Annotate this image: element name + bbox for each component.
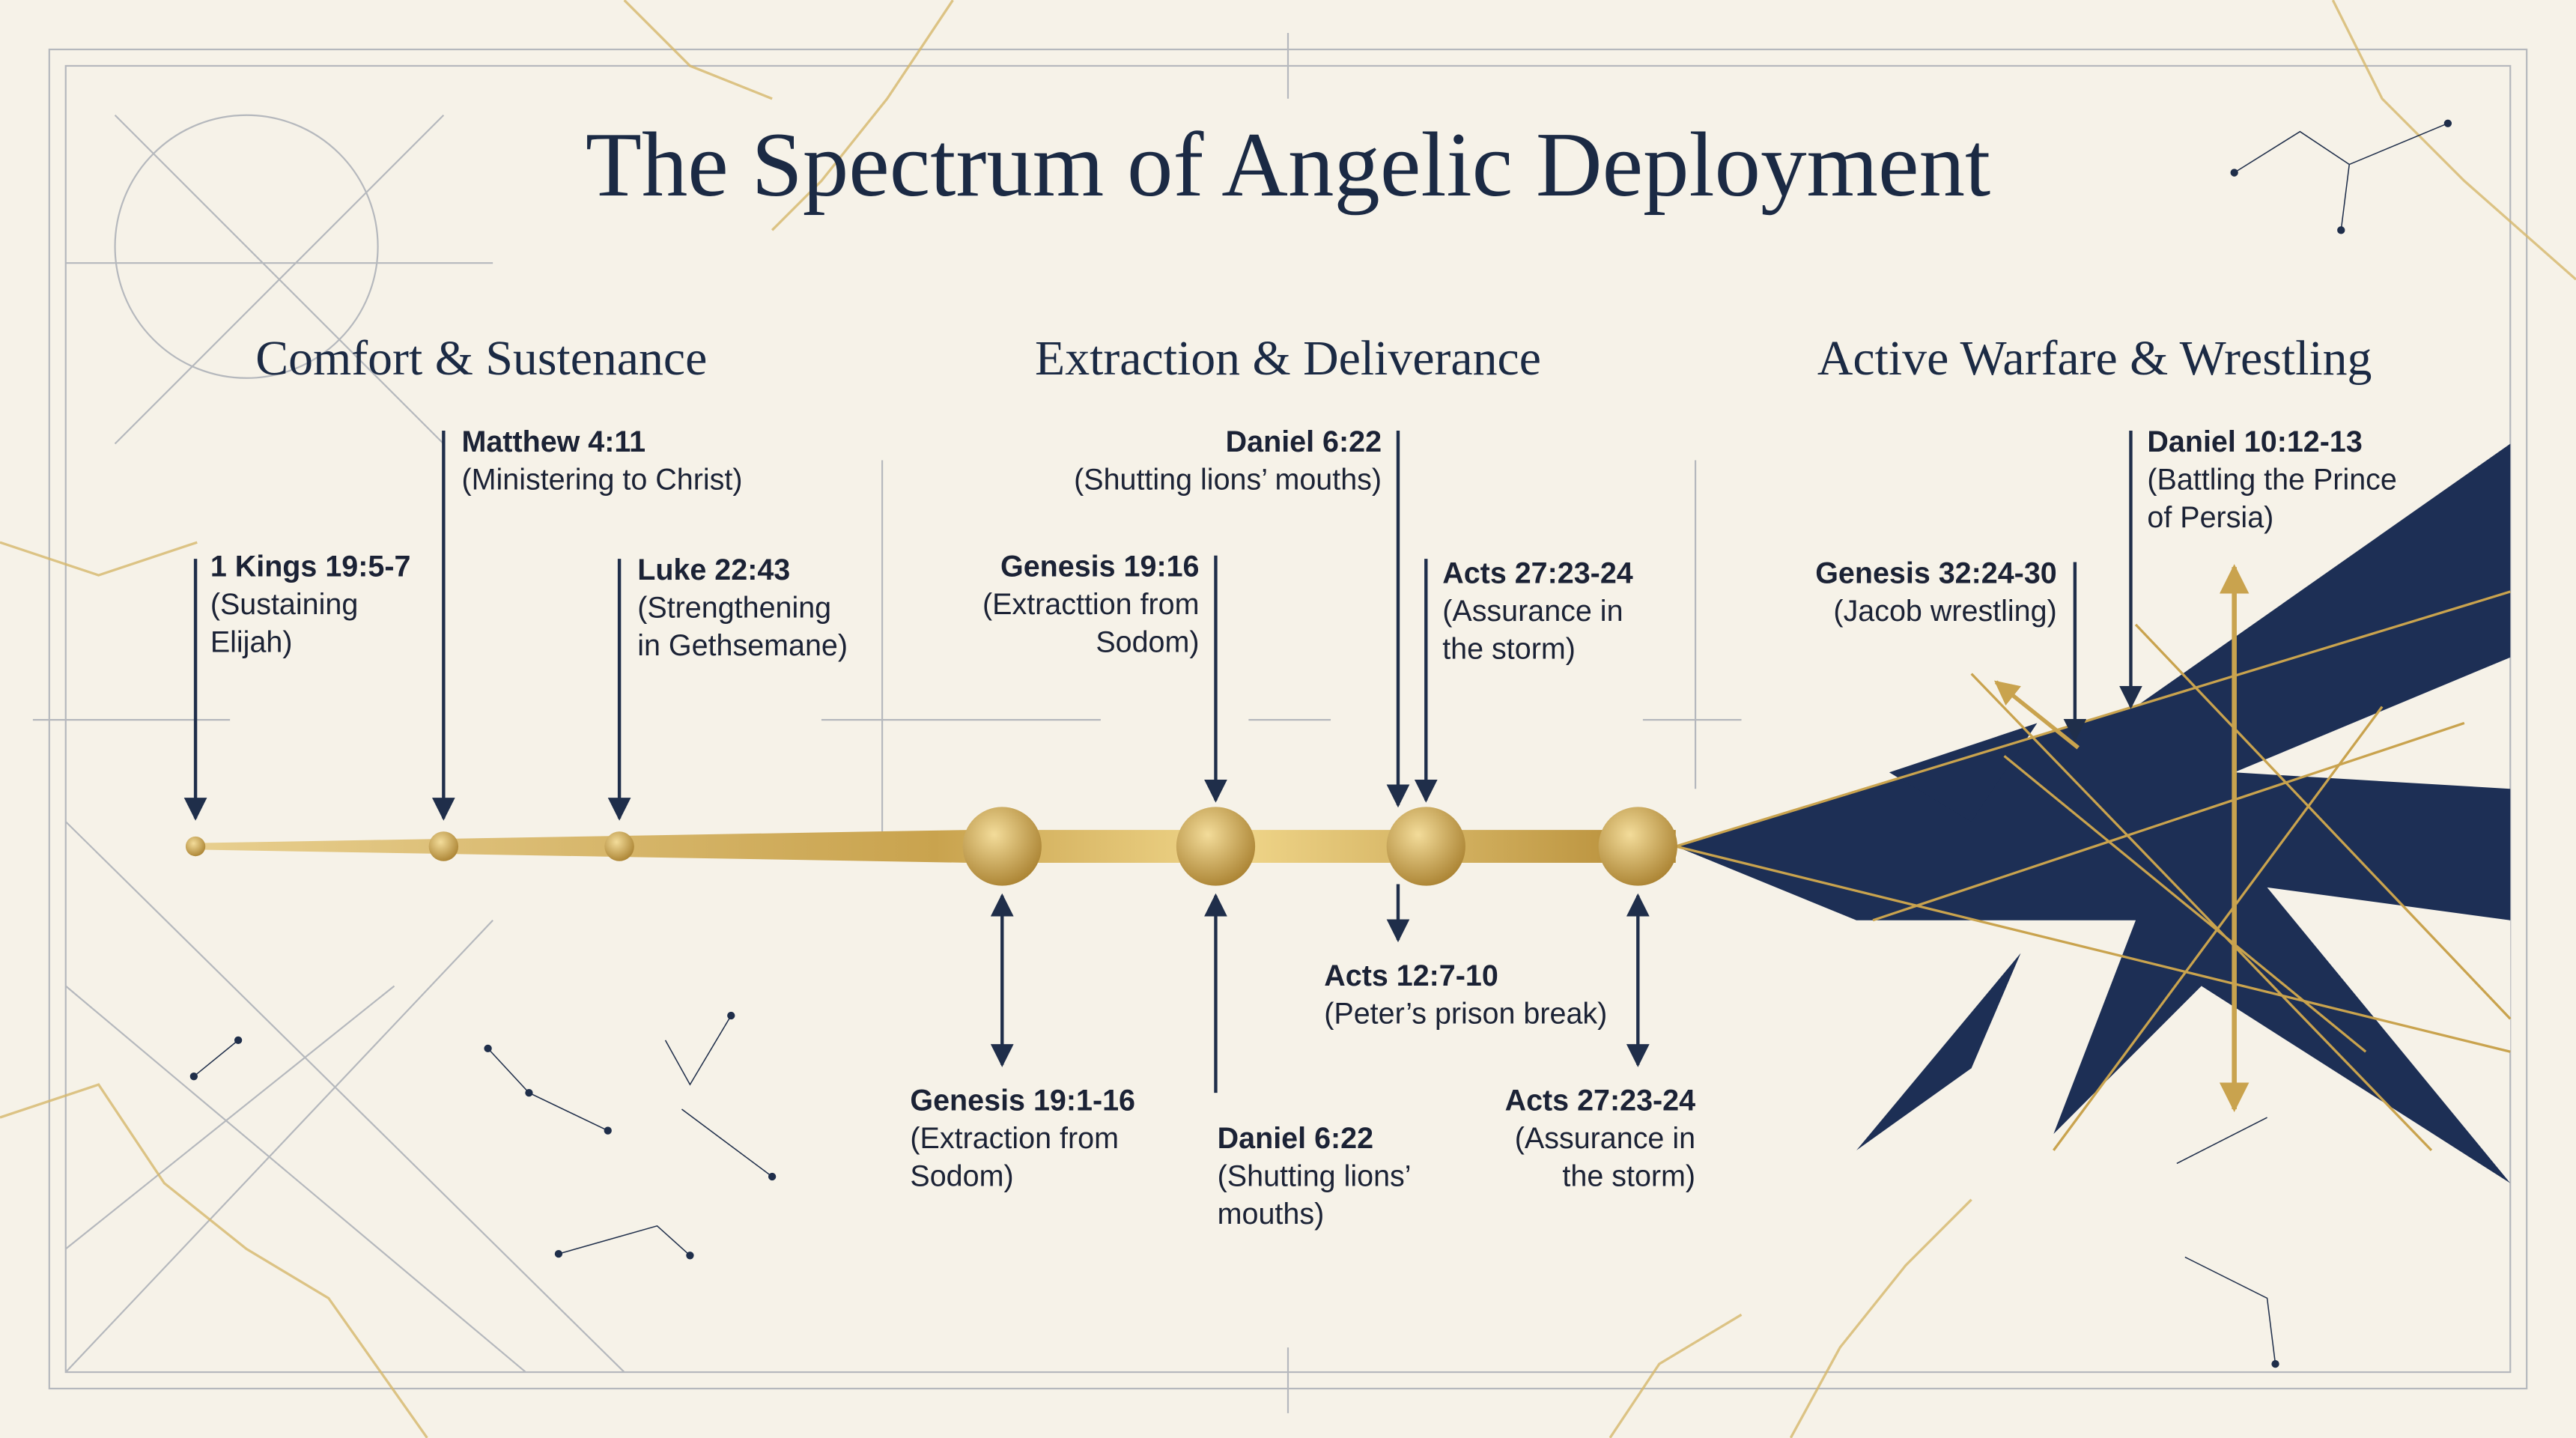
scripture-ref: Genesis 19:16 xyxy=(1000,550,1200,583)
section-heading: Comfort & Sustenance xyxy=(255,331,707,386)
scripture-note: (Extracttion from xyxy=(982,588,1200,621)
section-heading: Extraction & Deliverance xyxy=(1035,331,1541,386)
scripture-note: Sodom) xyxy=(910,1160,1013,1193)
scripture-ref: 1 Kings 19:5-7 xyxy=(210,550,411,583)
scripture-ref: Genesis 32:24-30 xyxy=(1815,556,2057,589)
scripture-note: Elijah) xyxy=(210,626,293,659)
scripture-ref: Acts 27:23-24 xyxy=(1505,1084,1696,1117)
scripture-ref: Daniel 10:12-13 xyxy=(2147,425,2362,458)
scripture-note: (Jacob wrestling) xyxy=(1833,595,2056,628)
scripture-note: (Peter’s prison break) xyxy=(1324,997,1607,1030)
constellations xyxy=(189,119,2452,1368)
scripture-ref: Daniel 6:22 xyxy=(1226,425,1382,458)
scripture-ref: Acts 12:7-10 xyxy=(1324,959,1498,992)
scripture-note: the storm) xyxy=(1442,632,1576,665)
frame xyxy=(32,33,2528,1413)
scripture-ref: Acts 27:23-24 xyxy=(1442,556,1633,589)
timeline xyxy=(185,807,1677,886)
scripture-note: (Shutting lions’ xyxy=(1218,1160,1412,1193)
scripture-ref: Genesis 19:1-16 xyxy=(910,1084,1135,1117)
scripture-ref: Daniel 6:22 xyxy=(1218,1122,1373,1155)
scripture-note: (Battling the Prince xyxy=(2147,463,2396,496)
title: The Spectrum of Angelic Deployment xyxy=(586,114,1990,216)
arrows xyxy=(183,430,2142,1093)
scripture-note: Sodom) xyxy=(1096,626,1199,659)
scripture-note: mouths) xyxy=(1218,1198,1325,1231)
section-heading: Active Warfare & Wrestling xyxy=(1817,331,2372,386)
scripture-note: (Assurance in xyxy=(1442,595,1623,628)
scripture-note: (Strengthening xyxy=(637,592,831,625)
scripture-note: the storm) xyxy=(1562,1160,1695,1193)
scripture-note: of Persia) xyxy=(2147,501,2273,534)
warfare-shards xyxy=(1675,443,2512,1183)
scripture-ref: Matthew 4:11 xyxy=(461,425,645,458)
scripture-note: (Ministering to Christ) xyxy=(461,463,742,496)
scripture-ref: Luke 22:43 xyxy=(637,553,790,586)
scripture-note: (Shutting lions’ mouths) xyxy=(1074,463,1382,496)
scripture-note: (Sustaining xyxy=(210,588,358,621)
scripture-note: (Assurance in xyxy=(1515,1122,1695,1155)
scripture-note: (Extraction from xyxy=(910,1122,1119,1155)
scripture-note: in Gethsemane) xyxy=(637,629,848,662)
